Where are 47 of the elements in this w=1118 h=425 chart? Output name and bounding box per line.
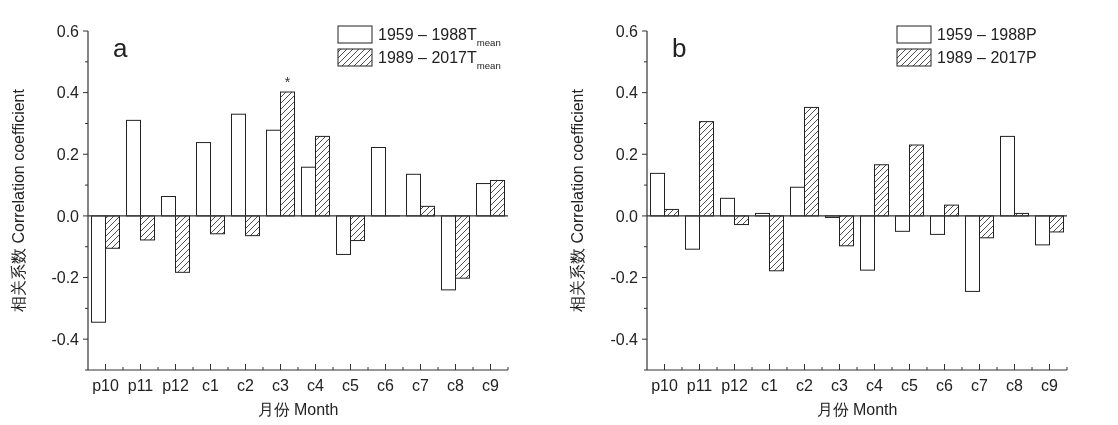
x-tick-label: c2 <box>796 377 814 394</box>
x-tick-label: c1 <box>761 377 779 394</box>
legend-label: 1959 – 1988P <box>937 26 1037 43</box>
x-axis-title: 月份 Month <box>816 401 898 418</box>
x-tick-label: c5 <box>342 377 360 394</box>
x-tick-label: c8 <box>1006 377 1024 394</box>
y-tick-label: 0.2 <box>615 145 639 163</box>
y-tick-label: -0.2 <box>51 269 80 287</box>
x-tick-label: c7 <box>412 377 430 394</box>
x-tick-label: p10 <box>92 377 119 394</box>
x-tick-label: c6 <box>377 377 395 394</box>
y-axis-title: 相关系数 Correlation coefficient <box>569 88 586 312</box>
x-tick-label: c7 <box>971 377 989 394</box>
chart-title: a <box>113 33 128 63</box>
x-tick-label: p11 <box>127 377 154 394</box>
x-tick-label: c4 <box>307 377 325 394</box>
x-tick-label: c2 <box>237 377 255 394</box>
annotation: * <box>284 74 291 91</box>
x-axis-title: 月份 Month <box>257 401 339 418</box>
y-tick-label: -0.4 <box>51 330 80 348</box>
legend-label: 1989 – 2017T$_{mean}$ <box>378 49 501 71</box>
y-tick-label: 0.4 <box>56 84 80 102</box>
legend-label: 1989 – 2017P <box>937 49 1037 66</box>
x-tick-label: c8 <box>447 377 465 394</box>
x-tick-label: p12 <box>721 377 748 394</box>
y-tick-label: 0.4 <box>615 84 639 102</box>
x-tick-label: p10 <box>651 377 678 394</box>
x-tick-label: p12 <box>162 377 189 394</box>
x-tick-label: c6 <box>936 377 954 394</box>
chart-title: b <box>672 33 687 63</box>
x-tick-label: p11 <box>686 377 713 394</box>
y-tick-label: 0.6 <box>615 22 639 40</box>
x-tick-label: c9 <box>482 377 500 394</box>
y-tick-label: 0.0 <box>615 207 639 225</box>
y-axis-title: 相关系数 Correlation coefficient <box>10 88 27 312</box>
legend-label: 1959 – 1988T$_{mean}$ <box>378 26 501 48</box>
x-tick-label: c3 <box>831 377 849 394</box>
x-tick-label: c4 <box>866 377 884 394</box>
x-tick-label: c9 <box>1041 377 1059 394</box>
x-tick-label: c1 <box>202 377 220 394</box>
x-tick-label: c3 <box>272 377 290 394</box>
y-tick-label: -0.4 <box>610 330 639 348</box>
x-tick-label: c5 <box>901 377 919 394</box>
y-tick-label: 0.0 <box>56 207 80 225</box>
y-tick-label: -0.2 <box>610 269 639 287</box>
y-tick-label: 0.2 <box>56 145 80 163</box>
y-tick-label: 0.6 <box>56 22 80 40</box>
